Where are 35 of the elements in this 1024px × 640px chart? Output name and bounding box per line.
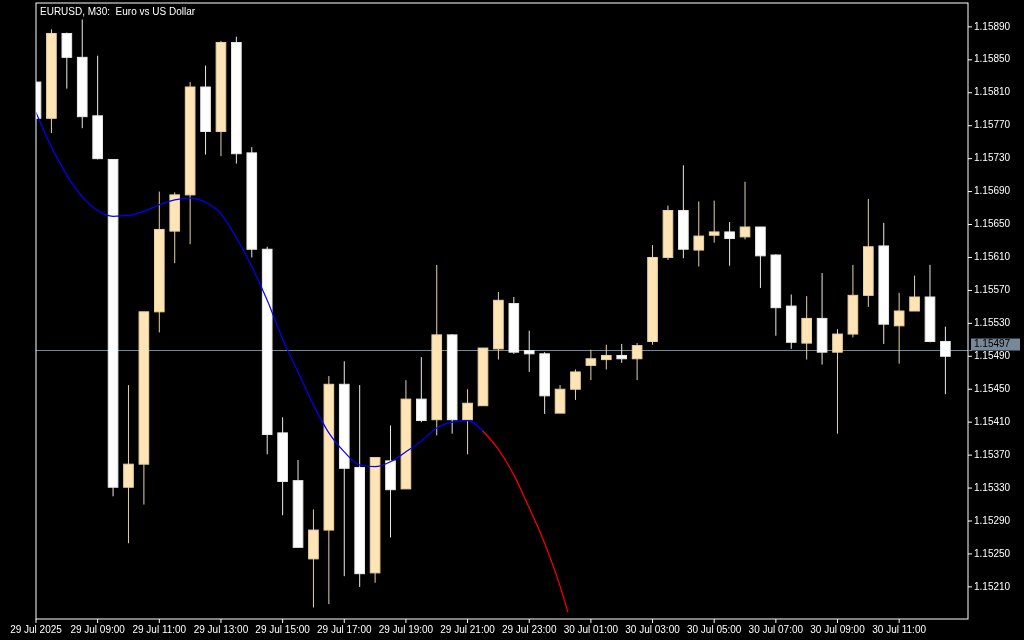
x-tick-label: 29 Jul 13:00 <box>193 624 249 635</box>
x-tick-label: 30 Jul 07:00 <box>748 624 804 635</box>
x-tick-label: 29 Jul 11:00 <box>132 624 187 635</box>
y-tick-label: 1.15650 <box>974 218 1011 230</box>
y-tick-label: 1.15370 <box>974 448 1011 460</box>
y-tick-label: 1.15570 <box>974 284 1011 296</box>
x-tick-label: 30 Jul 03:00 <box>625 624 681 635</box>
x-tick-label: 30 Jul 09:00 <box>810 624 866 635</box>
x-tick-label: 29 Jul 2025 <box>10 624 63 635</box>
y-tick-label: 1.15450 <box>974 382 1011 394</box>
x-tick-label: 29 Jul 19:00 <box>378 624 434 635</box>
y-tick-label: 1.15250 <box>974 547 1011 559</box>
y-tick-label: 1.15890 <box>974 20 1011 32</box>
y-tick-label: 1.15410 <box>974 415 1011 427</box>
x-tick-label: 29 Jul 09:00 <box>70 624 126 635</box>
y-tick-label: 1.15730 <box>974 152 1011 164</box>
x-tick-label: 29 Jul 23:00 <box>501 624 557 635</box>
ref-line-label: 1.15497 <box>974 338 1011 350</box>
x-tick-label: 30 Jul 01:00 <box>563 624 619 635</box>
y-tick-label: 1.15690 <box>974 185 1011 197</box>
x-tick-label: 29 Jul 17:00 <box>317 624 372 635</box>
x-tick-label: 29 Jul 15:00 <box>255 624 311 635</box>
y-tick-label: 1.15490 <box>974 349 1011 361</box>
x-tick-label: 29 Jul 21:00 <box>440 624 496 635</box>
y-tick-label: 1.15330 <box>974 481 1011 493</box>
y-tick-label: 1.15210 <box>974 580 1011 592</box>
y-tick-label: 1.15290 <box>974 514 1011 526</box>
chart-title: EURUSD, M30: Euro vs US Dollar <box>40 6 196 17</box>
x-tick-label: 30 Jul 11:00 <box>872 624 927 635</box>
y-tick-label: 1.15850 <box>974 53 1011 65</box>
x-tick-label: 30 Jul 05:00 <box>686 624 742 635</box>
y-tick-label: 1.15810 <box>974 86 1011 98</box>
y-tick-label: 1.15530 <box>974 316 1011 328</box>
y-tick-label: 1.15770 <box>974 119 1011 131</box>
y-tick-label: 1.15610 <box>974 251 1011 263</box>
